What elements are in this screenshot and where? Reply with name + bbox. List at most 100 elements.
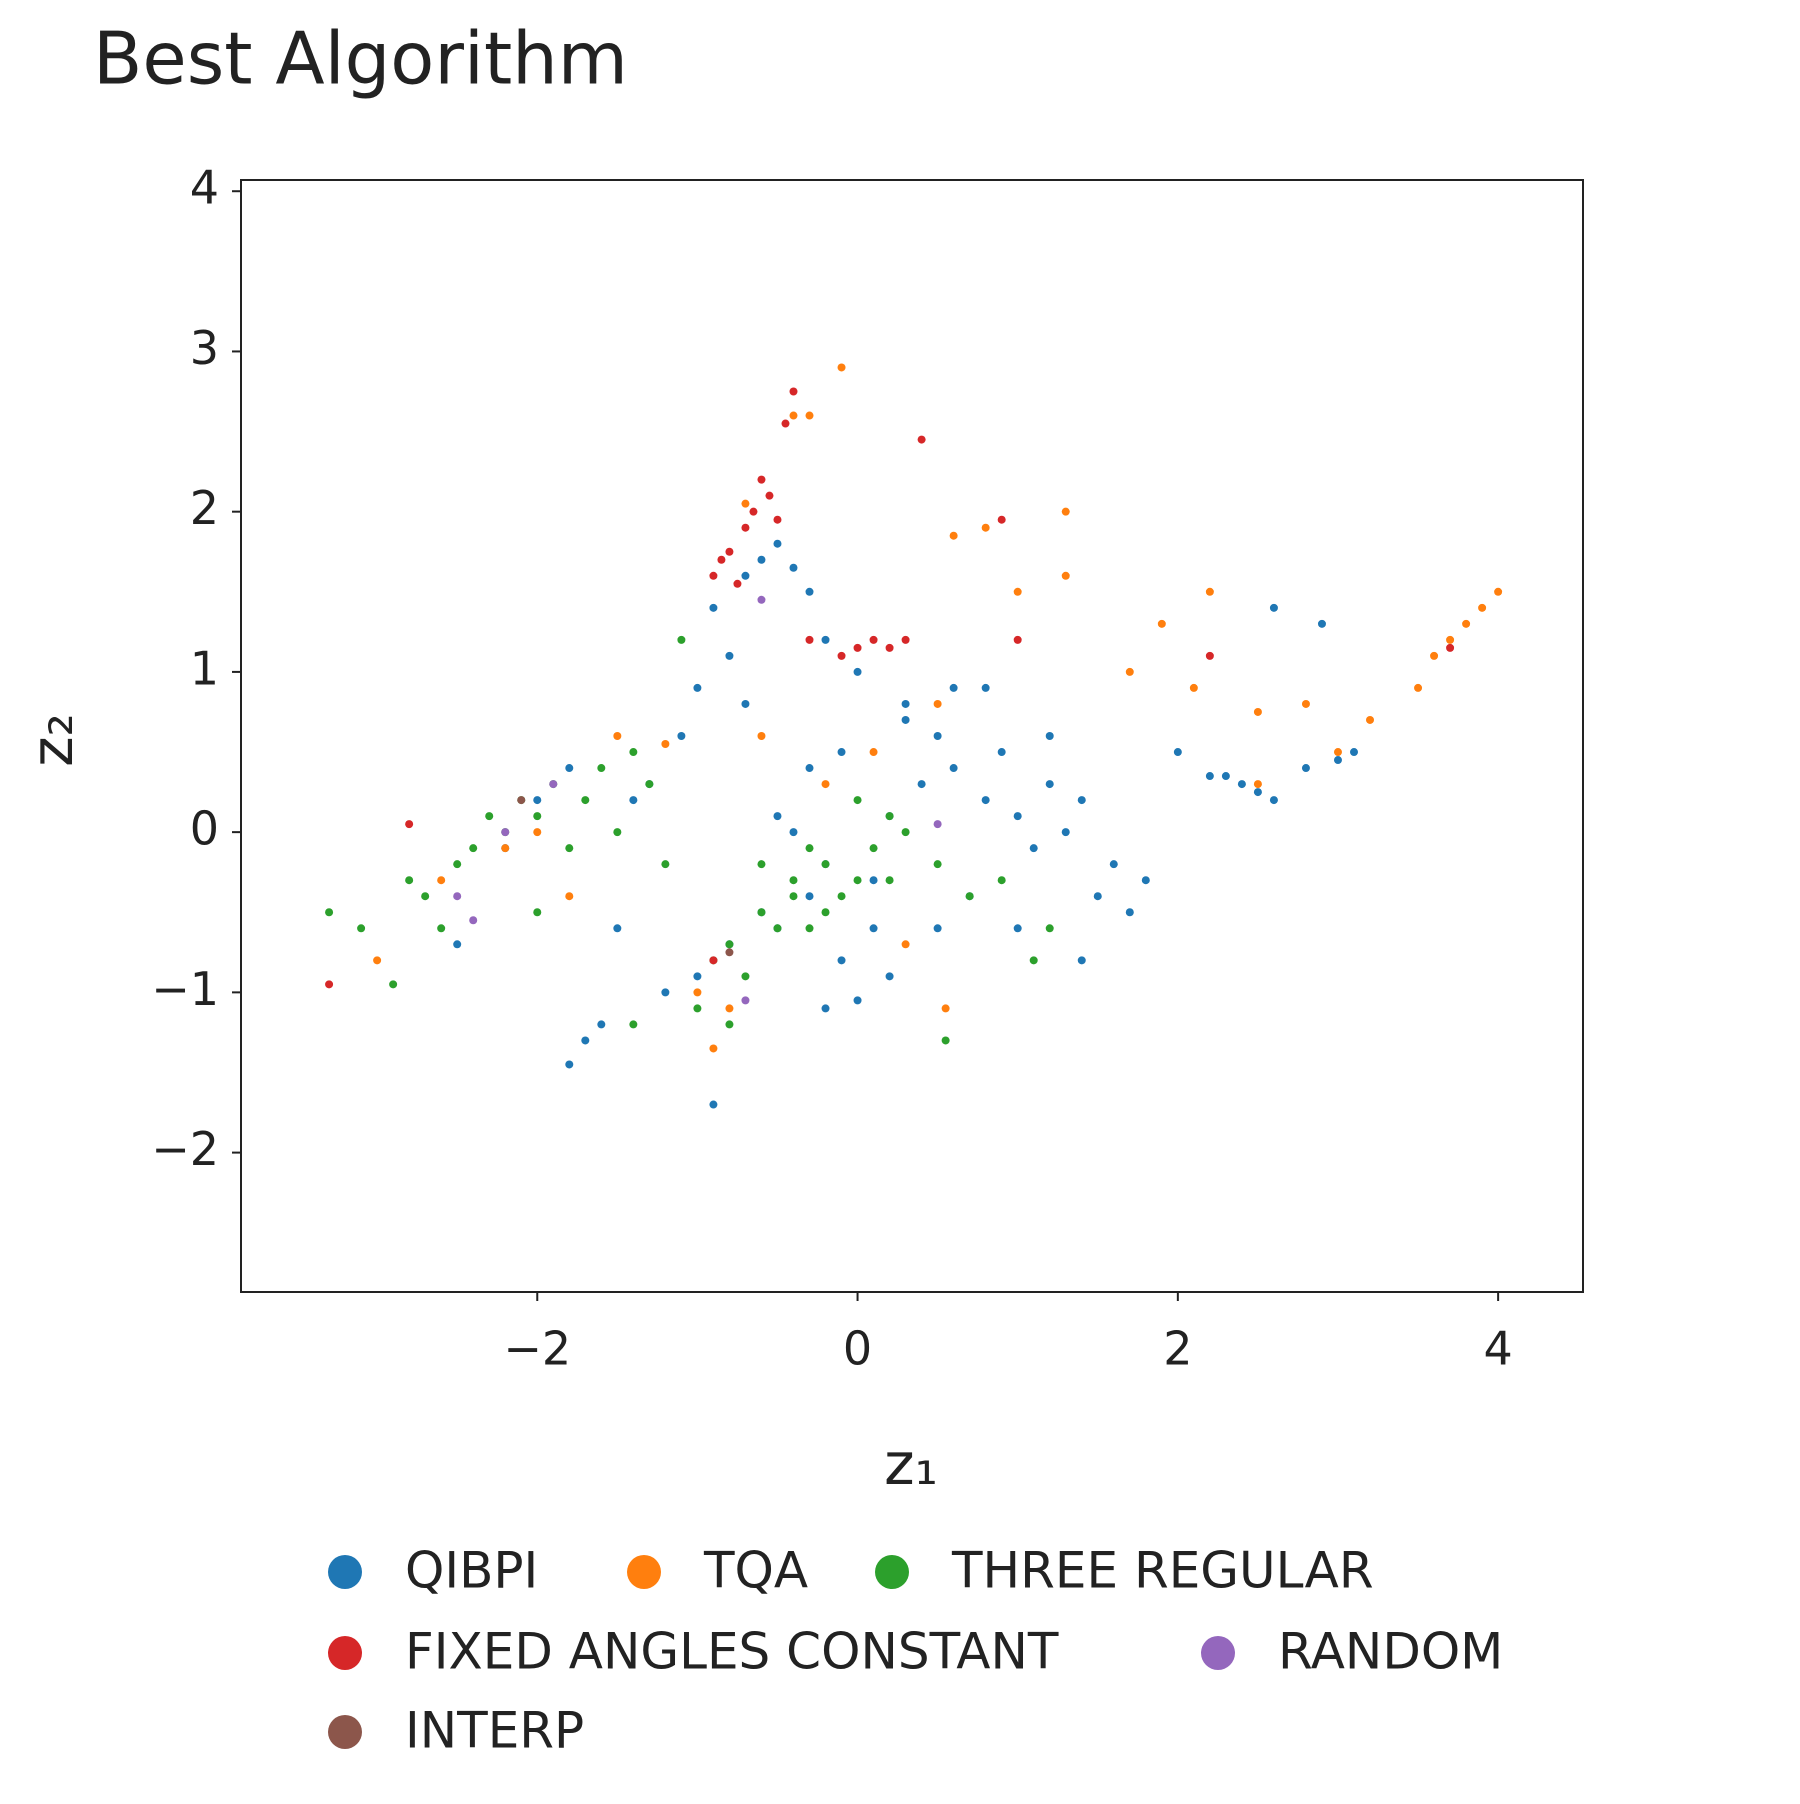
point [869, 844, 878, 853]
point [1430, 651, 1439, 660]
point [1205, 651, 1214, 660]
point [901, 940, 910, 949]
point [933, 820, 942, 829]
point [1349, 748, 1358, 757]
point [1173, 748, 1182, 757]
point [693, 988, 702, 997]
point [869, 876, 878, 885]
point [853, 996, 862, 1005]
point [1013, 924, 1022, 933]
point [597, 764, 606, 773]
point [741, 571, 750, 580]
point [437, 876, 446, 885]
point [565, 892, 574, 901]
point [1269, 796, 1278, 805]
point [485, 812, 494, 821]
point [1205, 772, 1214, 781]
point [1446, 635, 1455, 644]
point [765, 491, 774, 500]
point [821, 635, 830, 644]
point [629, 748, 638, 757]
point [1333, 756, 1342, 765]
y-tick-label: 1 [190, 641, 219, 695]
point [805, 892, 814, 901]
point [405, 820, 414, 829]
x-tick-label: 2 [1163, 1322, 1192, 1376]
point [949, 683, 958, 692]
point [933, 924, 942, 933]
point [805, 411, 814, 420]
legend-label: FIXED ANGLES CONSTANT [405, 1623, 1059, 1681]
point [805, 764, 814, 773]
point [757, 908, 766, 917]
legend-label: RANDOM [1278, 1623, 1503, 1681]
point [933, 732, 942, 740]
y-tick-label: 0 [190, 802, 219, 856]
point [941, 1004, 950, 1013]
legend-label: TQA [703, 1542, 808, 1600]
point [661, 860, 670, 869]
point [357, 924, 366, 933]
point [837, 892, 846, 901]
point [645, 780, 654, 789]
legend-marker [1201, 1636, 1235, 1670]
point [901, 828, 910, 837]
point [1125, 908, 1134, 917]
point [533, 828, 542, 837]
y-tick-label: −2 [151, 1122, 219, 1176]
point [805, 924, 814, 933]
legend-marker [328, 1555, 362, 1589]
legend-marker [328, 1636, 362, 1670]
point [549, 780, 558, 789]
point [613, 732, 622, 740]
point [613, 924, 622, 933]
legend-label: QIBPI [405, 1542, 538, 1600]
point [1414, 683, 1423, 692]
point [613, 828, 622, 837]
point [981, 796, 990, 805]
point [629, 1020, 638, 1029]
point [949, 764, 958, 773]
point [709, 1100, 718, 1109]
point [717, 555, 726, 564]
point [469, 916, 478, 925]
plot-frame [240, 179, 1584, 1293]
point [565, 844, 574, 853]
point [437, 924, 446, 933]
point [773, 515, 782, 524]
point [597, 1020, 606, 1029]
point [741, 523, 750, 532]
point [949, 531, 958, 540]
point [725, 651, 734, 660]
point [853, 876, 862, 885]
point [741, 972, 750, 981]
point [725, 948, 734, 957]
point [1013, 587, 1022, 596]
point [469, 844, 478, 853]
point [1045, 780, 1054, 789]
point [757, 860, 766, 869]
point [1301, 699, 1310, 708]
x-tick-label: 4 [1483, 1322, 1512, 1376]
point [1013, 812, 1022, 821]
point [709, 603, 718, 612]
point [885, 972, 894, 981]
point [1061, 507, 1070, 516]
point [1269, 603, 1278, 612]
y-axis-label: z₂ [18, 713, 86, 767]
point [741, 499, 750, 508]
point [581, 796, 590, 805]
point [725, 1004, 734, 1013]
point [501, 844, 510, 853]
x-tick-label: 0 [843, 1322, 872, 1376]
point [885, 876, 894, 885]
point [421, 892, 430, 901]
point [821, 1004, 830, 1013]
point [981, 683, 990, 692]
point [869, 748, 878, 757]
point [1253, 707, 1262, 716]
point [757, 732, 766, 740]
point [1301, 764, 1310, 773]
point [661, 988, 670, 997]
